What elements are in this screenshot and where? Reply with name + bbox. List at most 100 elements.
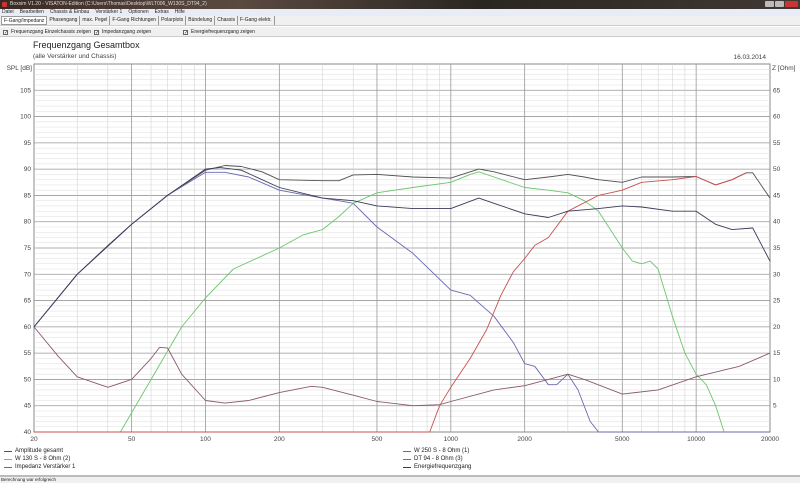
checkbox[interactable]: ✓	[3, 29, 9, 36]
y-tick-label: 60	[24, 324, 32, 331]
status-bar: Berechnung war erfolgreich	[0, 475, 800, 483]
legend-swatch	[403, 450, 411, 452]
y2-tick-label: 35	[773, 245, 781, 252]
x-tick-label: 5000	[615, 436, 630, 443]
legend-label: Impedanz Verstärker 1	[15, 464, 76, 470]
option-label: Impedanzgang zeigen	[102, 29, 152, 35]
legend-swatch	[403, 458, 411, 460]
tab[interactable]: Phasengang	[47, 16, 81, 25]
y-tick-label: 55	[24, 350, 32, 357]
series-line-5	[33, 167, 771, 328]
window-title: Boxsim V1.20 - VISATON-Edition (C:\Users…	[10, 1, 207, 7]
x-tick-label: 20000	[761, 436, 779, 443]
y-tick-label: 85	[24, 192, 32, 199]
tab[interactable]: F-Gang/Impedanz	[1, 16, 48, 25]
legend-item: W 250 S - 8 Ohm (1)	[403, 447, 469, 455]
menu-item[interactable]: Verstärker 1	[95, 9, 123, 15]
y2-tick-label: 10	[773, 376, 781, 383]
minimize-button[interactable]	[765, 1, 774, 7]
y2-axis-label: Z [Ohm]	[772, 65, 796, 72]
legend-label: W 250 S - 8 Ohm (1)	[414, 448, 470, 454]
y2-tick-label: 15	[773, 350, 781, 357]
y-tick-label: 90	[24, 166, 32, 173]
legend-item: Amplitude gesamt	[4, 447, 63, 455]
x-tick-label: 20	[30, 436, 38, 443]
series-line-4	[33, 326, 771, 407]
y-tick-label: 80	[24, 219, 32, 226]
frequency-response-chart: 20 50 100 200 500 1000 2000 5000 10000 20000 40 45 5…	[7, 63, 796, 443]
tab[interactable]: max. Pegel	[80, 16, 111, 25]
legend-item: Energiefrequenzgang	[403, 463, 471, 471]
maximize-button[interactable]	[775, 1, 784, 7]
options-bar: ✓ Frequenzgang Einzelchassis zeigen ✓ Imped…	[0, 27, 800, 37]
y-tick-label: 75	[24, 245, 32, 252]
chart-date: 16.03.2014	[733, 54, 766, 61]
tab[interactable]: Chassis	[215, 16, 239, 25]
y2-tick-label: 50	[773, 166, 781, 173]
y-tick-label: 105	[20, 87, 31, 94]
app-icon	[2, 2, 7, 7]
menu-item[interactable]: Hilfe	[174, 9, 185, 15]
legend-label: W 130 S - 8 Ohm (2)	[15, 456, 71, 462]
menu-item[interactable]: Bearbeiten	[19, 9, 44, 15]
legend-swatch	[4, 458, 12, 460]
y-tick-label: 50	[24, 376, 32, 383]
checkbox[interactable]: ✓	[94, 29, 100, 36]
legend-item: DT 94 - 8 Ohm (3)	[403, 455, 463, 463]
y2-tick-label: 40	[773, 219, 781, 226]
y-tick-label: 65	[24, 298, 32, 305]
y-tick-label: 40	[24, 429, 32, 436]
legend-swatch	[4, 466, 12, 468]
y-tick-label: 70	[24, 271, 32, 278]
y-tick-label: 95	[24, 140, 32, 147]
y2-tick-label: 25	[773, 298, 781, 305]
x-tick-label: 1000	[444, 436, 459, 443]
chart-subtitle: (alle Verstärker und Chassis)	[33, 53, 117, 60]
x-tick-label: 10000	[687, 436, 705, 443]
y-axis-label: SPL [dB]	[7, 65, 33, 72]
x-tick-label: 200	[274, 436, 285, 443]
option-label: Frequenzgang Einzelchassis zeigen	[11, 29, 92, 35]
y2-tick-label: 20	[773, 324, 781, 331]
series-line-3	[34, 172, 747, 433]
menu-bar: Datei Bearbeiten Chassis & Einbau Verstärke…	[0, 9, 800, 16]
checkbox[interactable]: ✓	[183, 29, 189, 36]
series-line-1	[33, 171, 770, 433]
y2-tick-label: 55	[773, 140, 781, 147]
option-checkbox[interactable]: ✓ Impedanzgang zeigen	[94, 27, 151, 37]
y2-tick-label: 30	[773, 271, 781, 278]
tab[interactable]: F-Gang elektr.	[238, 16, 275, 25]
tab-bar: F-Gang/Impedanz Phasengang max. Pegel F-Gan…	[0, 16, 800, 26]
legend-label: Energiefrequenzgang	[414, 464, 472, 470]
series-line-2	[34, 171, 725, 433]
y-tick-label: 45	[24, 403, 32, 410]
option-checkbox[interactable]: ✓ Energiefrequenzgang zeigen	[183, 27, 255, 37]
x-tick-label: 500	[372, 436, 383, 443]
legend-label: Amplitude gesamt	[15, 448, 64, 454]
legend-item: W 130 S - 8 Ohm (2)	[4, 455, 70, 463]
y2-tick-label: 5	[773, 403, 777, 410]
tab[interactable]: Bündelung	[186, 16, 216, 25]
menu-item[interactable]: Extras	[154, 9, 169, 15]
tab[interactable]: Polarplots	[159, 16, 187, 25]
close-button[interactable]	[785, 1, 798, 7]
legend-label: DT 94 - 8 Ohm (3)	[414, 456, 463, 462]
y-tick-label: 100	[20, 114, 31, 121]
legend-swatch	[4, 450, 12, 452]
y2-tick-label: 60	[773, 114, 781, 121]
tab[interactable]: F-Gang Richtungen	[110, 16, 160, 25]
legend-item: Impedanz Verstärker 1	[4, 463, 75, 471]
menu-item[interactable]: Datei	[2, 9, 14, 15]
title-bar: Boxsim V1.20 - VISATON-Edition (C:\Users…	[0, 0, 800, 9]
chart-title: Frequenzgang Gesamtbox	[33, 40, 140, 50]
legend-swatch	[403, 466, 411, 468]
x-tick-label: 50	[128, 436, 136, 443]
y2-tick-label: 65	[773, 87, 781, 94]
menu-item[interactable]: Optionen	[128, 9, 149, 15]
y2-tick-label: 45	[773, 192, 781, 199]
x-tick-label: 100	[200, 436, 211, 443]
option-checkbox[interactable]: ✓ Frequenzgang Einzelchassis zeigen	[3, 27, 91, 37]
menu-item[interactable]: Chassis & Einbau	[49, 9, 90, 15]
option-label: Energiefrequenzgang zeigen	[191, 29, 255, 35]
x-tick-label: 2000	[517, 436, 532, 443]
